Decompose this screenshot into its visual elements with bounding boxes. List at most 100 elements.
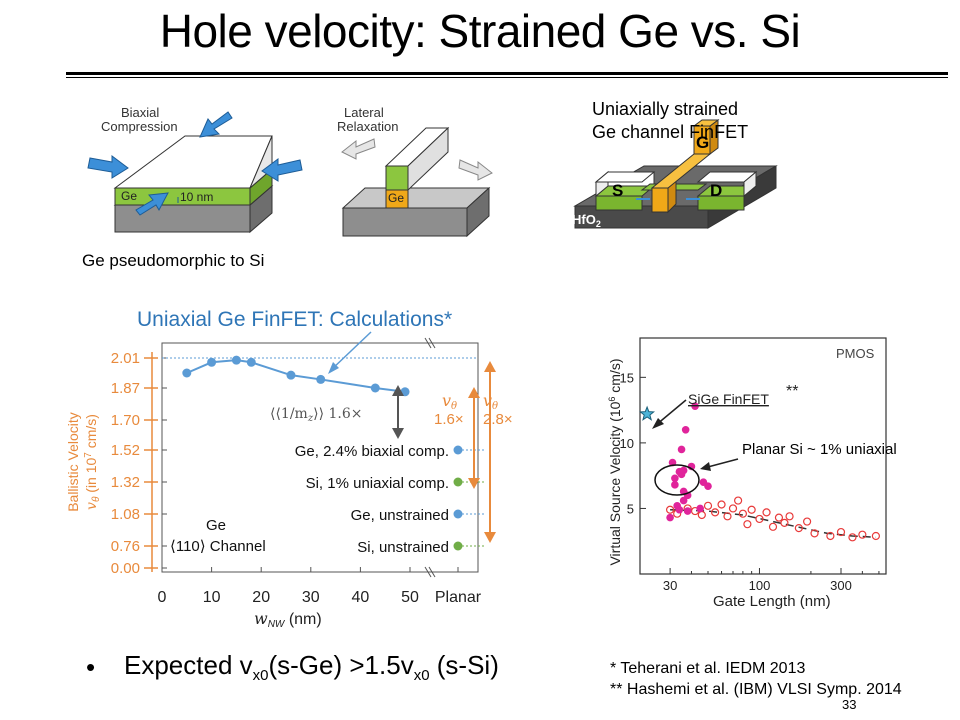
- chart2-filled-point: [671, 474, 679, 483]
- chart1-v-symbol-1: vθ: [442, 391, 457, 412]
- chart2-open-point: [703, 501, 713, 510]
- chart1-v-arrow-2-down: [484, 532, 496, 543]
- chart2-open-point: [858, 530, 867, 539]
- bullet-suffix: (s-Si): [429, 650, 499, 680]
- chart1-data-point: [231, 355, 241, 365]
- biaxial-label-1: Biaxial: [121, 105, 159, 120]
- chart1-v-arrow-1-down: [468, 478, 480, 489]
- biaxial-block: [87, 111, 303, 234]
- thickness-label: 10 nm: [180, 190, 213, 204]
- chart1-mass-arrow-up: [392, 385, 404, 396]
- chart2-open-point: [717, 500, 726, 509]
- chart2-open-point: [768, 522, 778, 531]
- finfet-caption-line1: Uniaxially strained: [592, 99, 739, 119]
- chart1-channel-label-1: Ge: [206, 517, 226, 534]
- chart2-open-point: [848, 533, 857, 542]
- chart2-open-point: [734, 496, 743, 505]
- chart1-data-point: [182, 368, 192, 378]
- chart2-open-point: [710, 508, 720, 517]
- bullet-prefix: Expected v: [124, 650, 253, 680]
- chart2-highlight-ellipse: [654, 464, 700, 496]
- chart2-sige-arrow: [655, 399, 687, 426]
- chart1-mass-text: ⟨⟨1/m: [270, 406, 308, 422]
- chart2-filled-point: [704, 482, 712, 490]
- chart2-y-label: Virtual Source Velocity (106 cm/s): [607, 358, 623, 565]
- chart2-open-point: [810, 529, 819, 538]
- pseudomorphic-caption: Ge pseudomorphic to Si: [82, 251, 265, 270]
- chart1-y-tick-label: 1.70: [111, 412, 140, 429]
- chart1-y-label-line1: Ballistic Velocity: [65, 412, 81, 512]
- chart1-y-tick-label: 1.08: [111, 506, 140, 523]
- chart1-v-value-2: 2.8×: [483, 411, 513, 428]
- source-label: S: [612, 181, 623, 200]
- chart2-sige-arrowhead: [652, 418, 664, 429]
- chart1-x-tick-label: Planar: [435, 589, 482, 606]
- chart2-open-point: [697, 510, 706, 520]
- chart1-v-symbol-2-sub: θ: [492, 401, 498, 412]
- chart1-y-label-symbol: v: [84, 502, 100, 510]
- chart2-open-point: [836, 527, 846, 537]
- chart1-y-label-line2: vθ (in 107 cm/s): [83, 414, 102, 510]
- chart2-fit-line: [670, 509, 876, 539]
- chart2-open-point: [780, 518, 789, 527]
- bullet-text: Expected vx0(s-Ge) >1.5vx0 (s-Si): [124, 650, 499, 684]
- chart2-open-point: [803, 517, 812, 526]
- chart1-v-value-1: 1.6×: [434, 411, 464, 428]
- chart1-planar-point: [453, 445, 463, 455]
- gate-label: G: [696, 133, 709, 152]
- chart2-filled-point: [696, 504, 704, 513]
- chart1-plot-frame: [161, 342, 479, 573]
- chart1-data-point: [286, 370, 296, 380]
- chart2-filled-point: [679, 496, 688, 505]
- chart2-open-point: [665, 505, 675, 514]
- finfet-caption-line2: Ge channel FinFET: [592, 122, 749, 142]
- chart2-x-tick-label: 100: [749, 578, 771, 593]
- chart1-mass-arrow-down: [392, 428, 404, 439]
- chart1-planar-point: [453, 477, 463, 487]
- chart2-sige-star: [639, 405, 656, 421]
- chart1-y-label-tail: cm/s): [83, 414, 99, 452]
- chart2-planar-arrowhead: [700, 462, 711, 471]
- chart2-sige-label: SiGe FinFET: [688, 391, 769, 407]
- chart1-x-tick-label: 10: [203, 589, 221, 606]
- chart1-planar-point: [453, 509, 463, 519]
- chart1-title: Uniaxial Ge FinFET: Calculations*: [137, 308, 452, 331]
- chart2-filled-point: [683, 507, 692, 515]
- lateral-block: [341, 126, 493, 238]
- chart1-x-label-sub: NW: [268, 619, 286, 630]
- chart2-plot-frame: [639, 337, 887, 575]
- chart1-y-tick-label: 0.00: [111, 560, 140, 577]
- chart1-v-symbol-2: vθ: [483, 391, 498, 412]
- title-rule-thin: [66, 77, 948, 78]
- chart2-x-label: Gate Length (nm): [713, 593, 831, 610]
- chart2-x-tick-label: 300: [830, 578, 852, 593]
- chart2-y-tick-label: 10: [620, 436, 634, 451]
- chart2-y-tick-label: 15: [620, 370, 634, 385]
- chart1-y-label-sub: θ: [91, 496, 102, 502]
- chart1-y-label-sup: 7: [83, 452, 94, 458]
- title-rule-thick: [66, 72, 948, 75]
- chart2-open-point: [743, 520, 752, 529]
- chart2-filled-point: [675, 505, 684, 514]
- lateral-label-1: Lateral: [344, 105, 384, 120]
- slide-title: Hole velocity: Strained Ge vs. Si: [159, 5, 801, 57]
- chart1-v-symbol-2-main: v: [483, 391, 492, 410]
- slide-number: 33: [842, 697, 857, 712]
- bullet-mid: (s-Ge) >1.5v: [268, 650, 414, 680]
- chart2-planar-label: Planar Si ~ 1% uniaxial: [742, 441, 897, 458]
- chart1-mass-tail: ⟩⟩ 1.6×: [313, 406, 362, 422]
- chart2-open-point: [762, 508, 771, 517]
- chart1-callout-arrowhead: [328, 362, 339, 374]
- chart1-planar-point: [453, 541, 463, 551]
- chart1-channel-label-2: ⟨110⟩ Channel: [170, 538, 266, 555]
- chart2-y-label-post: cm/s): [607, 358, 623, 396]
- reference-2: ** Hashemi et al. (IBM) VLSI Symp. 2014: [610, 681, 902, 698]
- oxide-label: HfO2: [572, 212, 601, 229]
- chart2-open-point: [794, 524, 803, 533]
- chart1-x-tick-label: 40: [352, 589, 370, 606]
- drain-label: D: [710, 181, 722, 200]
- chart1-y-tick-label: 0.76: [111, 538, 140, 555]
- chart1-y-tick-label: 2.01: [111, 350, 140, 367]
- chart1-y-tick-label: 1.87: [111, 380, 140, 397]
